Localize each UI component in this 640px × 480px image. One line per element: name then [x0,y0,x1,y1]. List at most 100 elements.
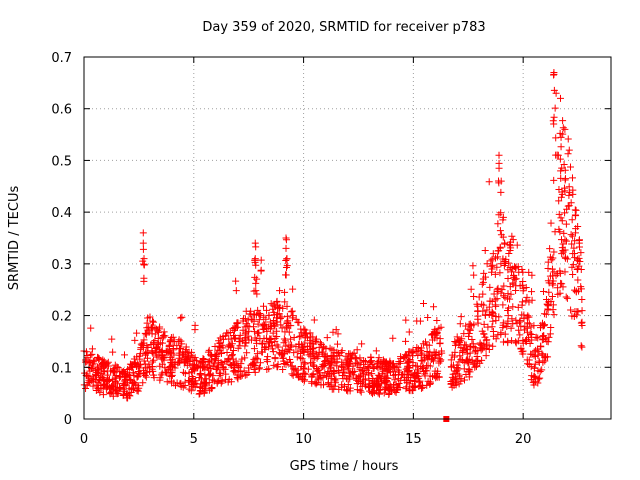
data-point [474,312,482,320]
data-point [88,350,96,358]
data-point [137,344,145,352]
data-point [356,372,364,380]
data-point [129,369,137,377]
data-point [177,314,185,322]
data-point [150,318,158,326]
data-point [573,308,581,316]
data-point [333,362,341,370]
data-point [139,366,147,374]
data-point [180,351,188,359]
data-point [350,371,358,379]
data-point [571,286,579,294]
data-point [137,361,145,369]
y-tick-label: 0.7 [51,51,72,66]
data-point [487,262,495,270]
data-point [128,363,136,371]
data-point [520,315,528,323]
data-point [332,375,340,383]
data-point [96,389,104,397]
data-point [546,330,554,338]
data-point [455,341,463,349]
data-point [402,337,410,345]
data-point [455,358,463,366]
data-point-spike [282,264,290,272]
data-point [205,372,213,380]
data-point [369,365,377,372]
data-point [216,339,224,347]
data-point [525,298,533,306]
data-point [228,352,236,360]
data-point [249,360,257,368]
data-point [169,344,177,352]
data-point [256,364,264,372]
data-point [466,326,474,334]
data-point [333,349,341,357]
data-point [473,352,481,360]
data-point [105,377,113,385]
data-point [562,237,570,245]
data-point [126,392,134,400]
data-point [358,382,366,390]
data-point [492,335,500,343]
data-point [405,357,413,365]
data-point [465,366,473,374]
data-point [405,386,413,394]
data-point [375,374,383,382]
data-point [149,349,157,357]
data-point [464,357,472,365]
data-point [88,345,96,353]
data-point-spike [551,104,559,112]
data-point [110,366,118,374]
data-point [94,353,102,361]
data-point [200,389,208,397]
data-point [549,301,557,309]
data-point [309,333,317,341]
data-point [308,372,316,380]
data-point [298,355,306,363]
data-point [249,361,257,369]
data-point [496,269,504,277]
data-point [499,321,507,329]
data-point [333,340,341,348]
data-point [424,313,432,321]
data-point [353,355,361,363]
data-point [263,306,271,314]
data-point [89,357,97,365]
data-point [501,330,509,338]
data-point [148,365,156,373]
data-point-spike [282,236,290,244]
data-point [547,219,555,227]
data-point [489,342,497,350]
data-point [188,375,196,383]
data-point [387,387,395,395]
data-point [437,347,445,355]
data-point [470,292,478,300]
data-point [530,322,538,330]
data-point [543,300,551,308]
data-point [223,348,231,356]
data-point [221,376,229,384]
data-point [574,276,582,284]
data-point [82,384,90,392]
data-point [331,375,339,383]
data-point [111,374,119,382]
data-point [300,359,308,367]
data-point [483,260,491,268]
data-point [478,300,486,308]
data-point [257,311,265,319]
data-point [314,367,322,375]
data-point-spike [139,257,147,265]
data-point [447,377,455,385]
data-point-spike [567,163,575,171]
data-point [274,304,282,312]
data-point [430,303,438,311]
data-point-spike [560,160,568,168]
data-point [119,379,127,387]
data-point-spike [139,229,147,237]
data-point [451,337,459,345]
data-point [530,364,538,372]
data-point [561,268,569,276]
data-point [236,331,244,339]
data-point [191,354,199,362]
data-point [538,350,546,358]
